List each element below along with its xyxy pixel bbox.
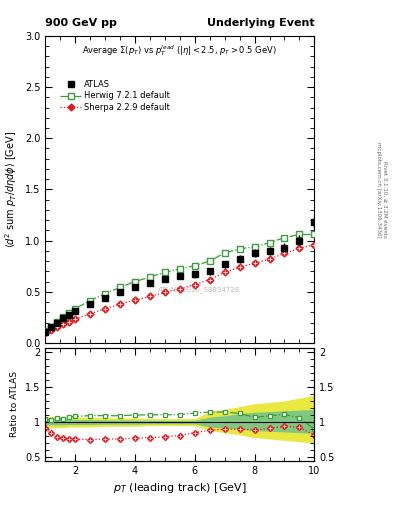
X-axis label: $p_T$ (leading track) [GeV]: $p_T$ (leading track) [GeV] <box>113 481 247 495</box>
Legend: ATLAS, Herwig 7.2.1 default, Sherpa 2.2.9 default: ATLAS, Herwig 7.2.1 default, Sherpa 2.2.… <box>60 80 170 112</box>
Text: 900 GeV pp: 900 GeV pp <box>45 18 117 28</box>
Y-axis label: $\langle d^2$ sum $p_T/d\eta d\phi\rangle$ [GeV]: $\langle d^2$ sum $p_T/d\eta d\phi\rangl… <box>4 131 19 248</box>
Text: Underlying Event: Underlying Event <box>207 18 314 28</box>
Text: ATLAS_2010_S8894728: ATLAS_2010_S8894728 <box>158 286 240 292</box>
Y-axis label: Ratio to ATLAS: Ratio to ATLAS <box>10 372 19 437</box>
Text: Rivet 3.1.10, ≥ 3.2M events
mcplots.cern.ch [arXiv:1306.3436]: Rivet 3.1.10, ≥ 3.2M events mcplots.cern… <box>376 142 387 237</box>
Text: Average $\Sigma(p_T)$ vs $p_T^{lead}$ ($|\eta| < 2.5$, $p_T > 0.5$ GeV): Average $\Sigma(p_T)$ vs $p_T^{lead}$ ($… <box>83 44 277 58</box>
